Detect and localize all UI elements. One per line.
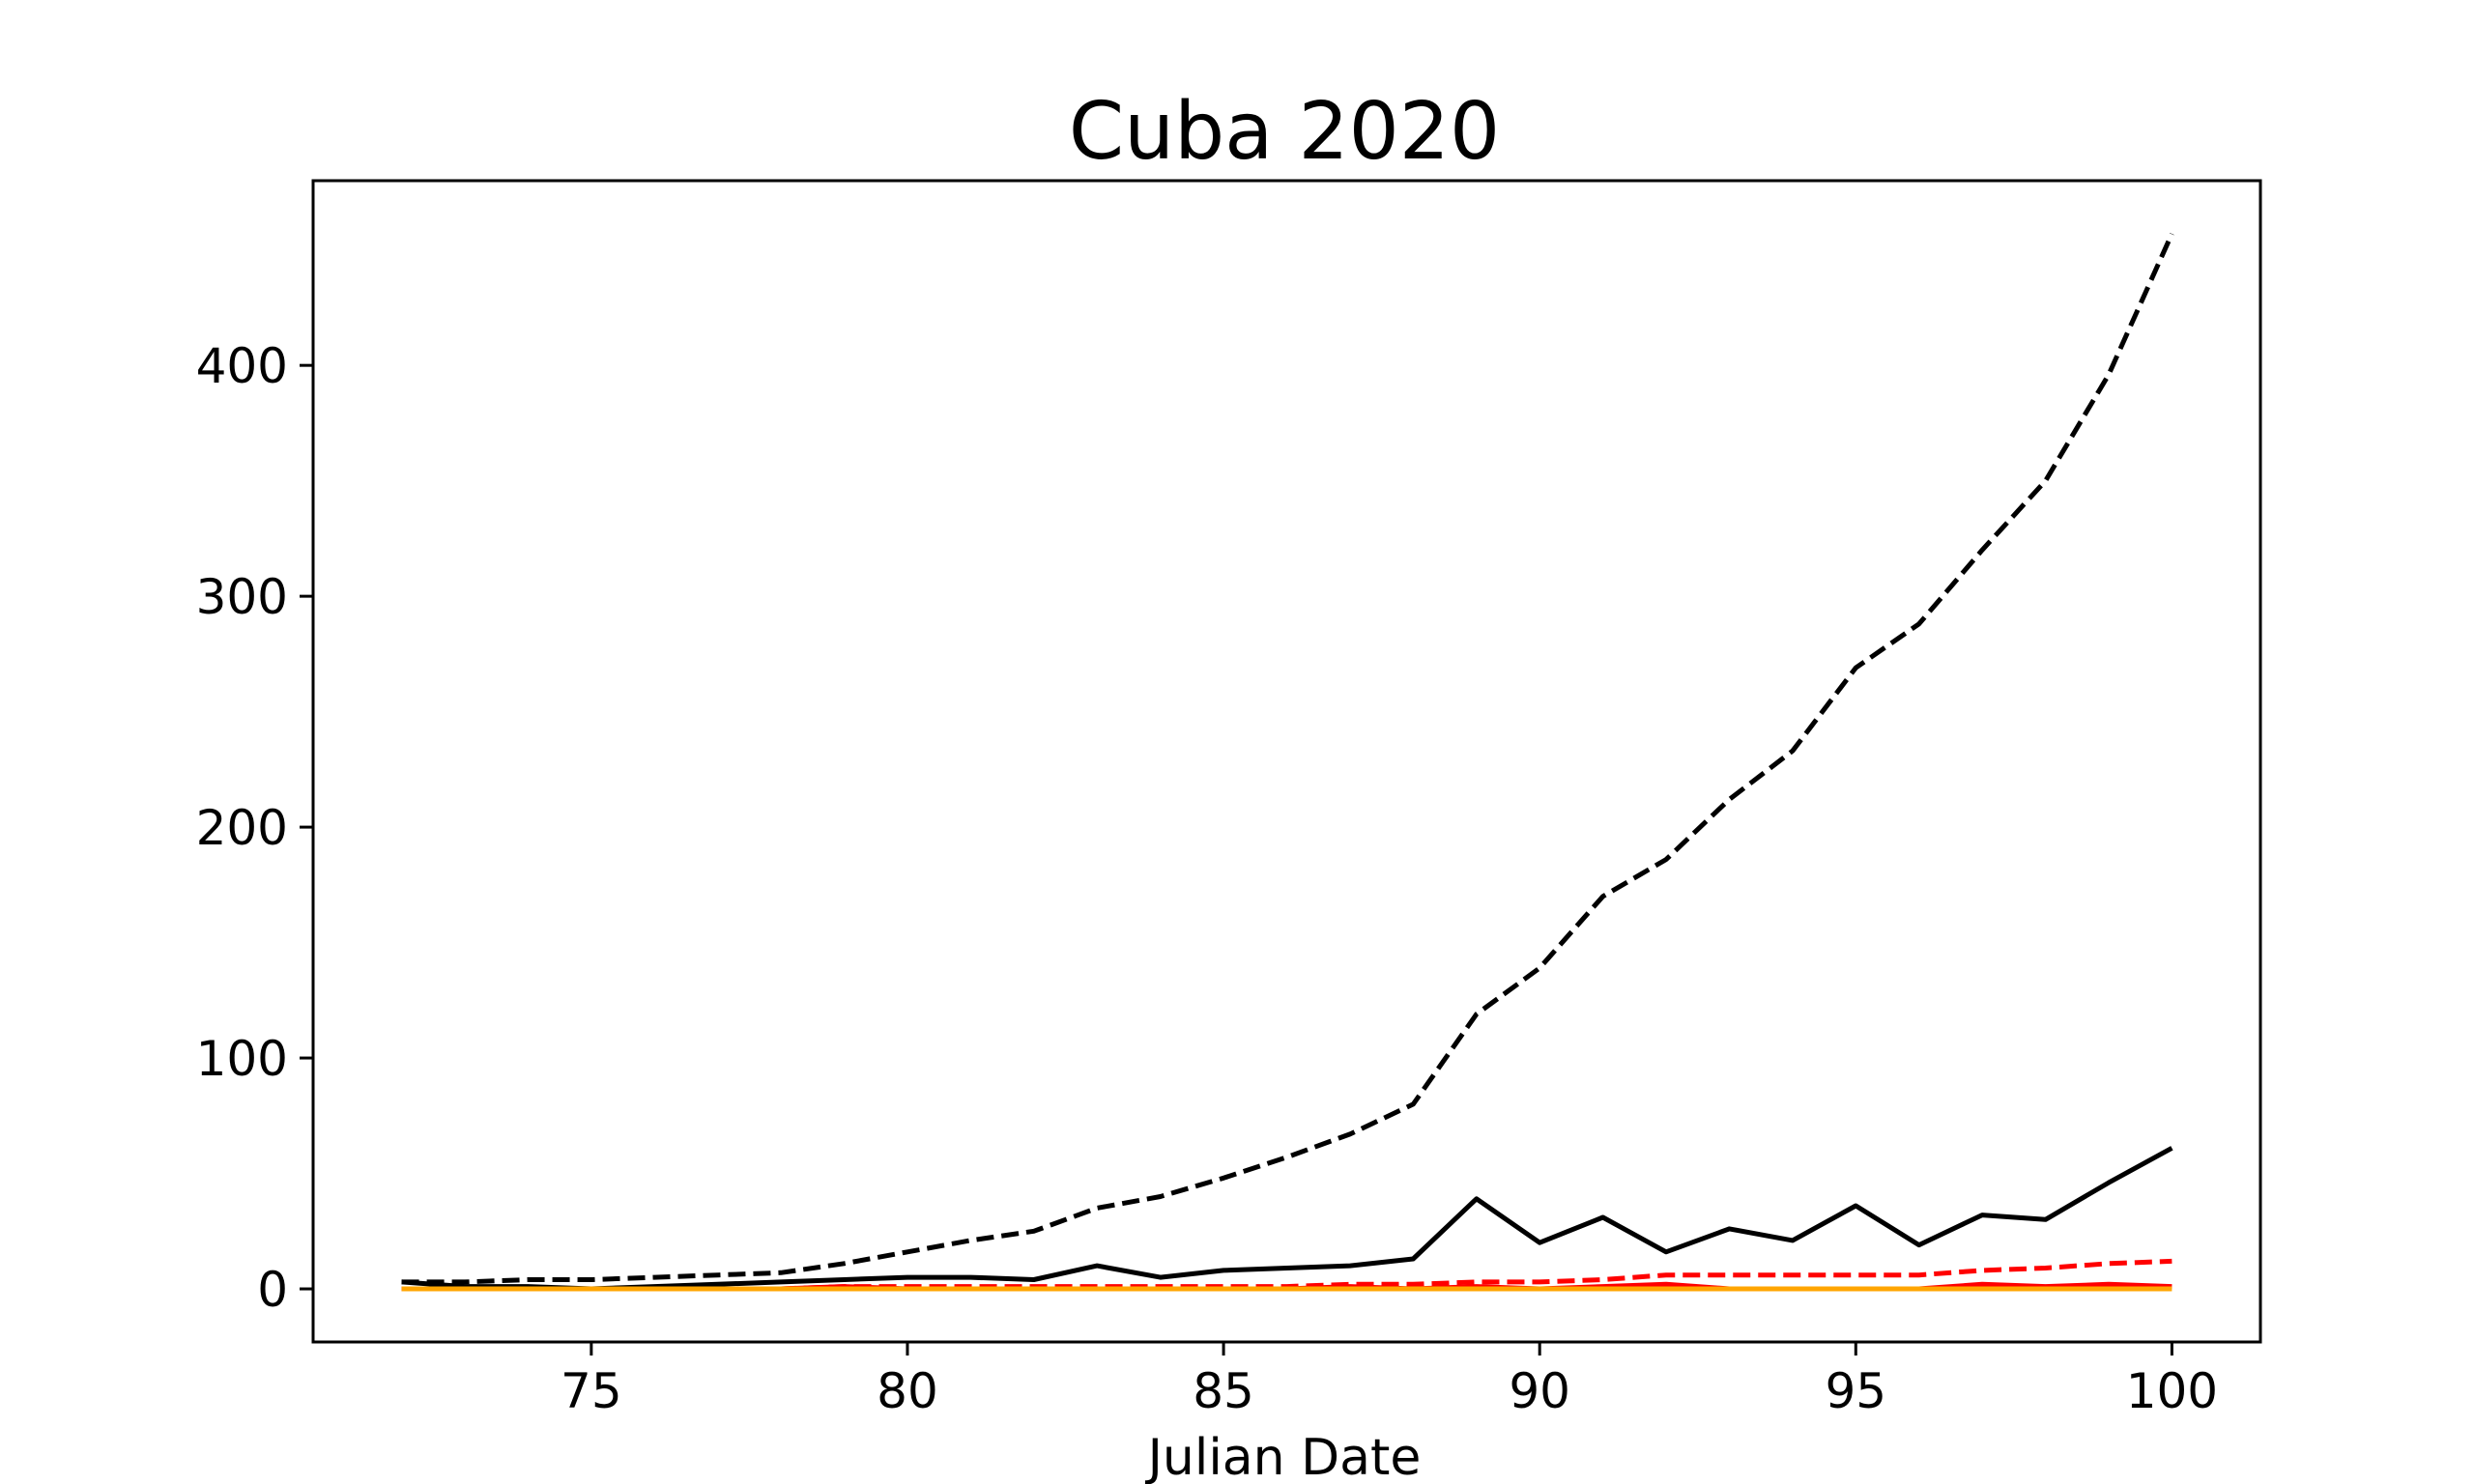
x-tick-label: 95 bbox=[1825, 1363, 1886, 1419]
x-axis-ticks: 75 80 85 90 95 100 bbox=[561, 1342, 2218, 1419]
x-tick-label: 90 bbox=[1509, 1363, 1570, 1419]
plot-frame bbox=[311, 179, 2262, 1344]
y-tick-label: 400 bbox=[196, 338, 288, 394]
y-tick-label: 200 bbox=[196, 800, 288, 856]
x-tick-label: 100 bbox=[2126, 1363, 2218, 1419]
y-axis-ticks: 0 100 200 300 400 bbox=[196, 338, 313, 1318]
chart-title: Cuba 2020 bbox=[1069, 86, 1500, 178]
x-axis-label: Julian Date bbox=[1145, 1429, 1422, 1484]
x-tick-label: 80 bbox=[877, 1363, 938, 1419]
series-line-2 bbox=[401, 1146, 2173, 1292]
y-tick-label: 100 bbox=[196, 1031, 288, 1087]
y-tick-label: 0 bbox=[257, 1262, 288, 1318]
x-tick-label: 85 bbox=[1193, 1363, 1254, 1419]
series-layer bbox=[401, 232, 2174, 1292]
x-tick-label: 75 bbox=[561, 1363, 622, 1419]
y-tick-label: 300 bbox=[196, 569, 288, 625]
series-line-1 bbox=[401, 232, 2174, 1285]
